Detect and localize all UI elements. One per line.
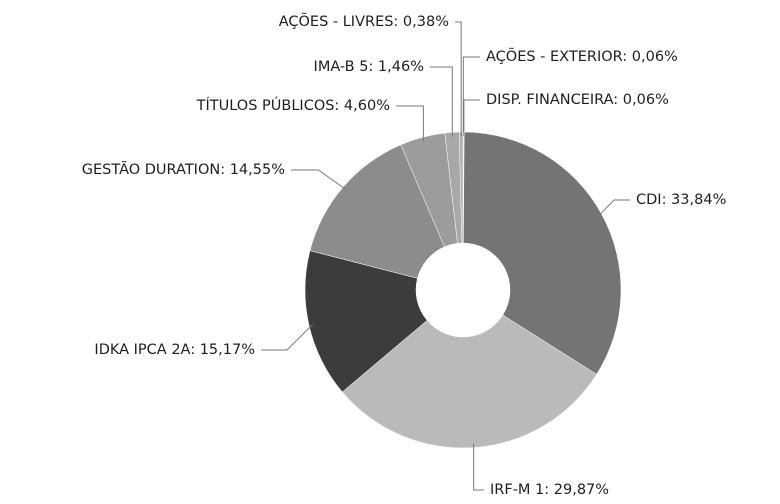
donut-slice <box>309 144 445 279</box>
leader-line <box>291 169 347 191</box>
donut-slice <box>341 314 597 449</box>
leader-line <box>261 323 314 351</box>
donut-slice <box>463 131 622 375</box>
data-label: TÍTULOS PÚBLICOS: 4,60% <box>196 96 390 114</box>
leader-line <box>597 199 630 217</box>
leader-line <box>462 56 480 137</box>
leader-line <box>473 443 484 491</box>
leader-line <box>430 66 453 137</box>
data-label: IMA-B 5: 1,46% <box>314 59 424 75</box>
data-label: AÇÕES - EXTERIOR: 0,06% <box>486 48 678 65</box>
data-label: IRF-M 1: 29,87% <box>490 482 609 498</box>
leader-line <box>455 21 462 137</box>
donut-slice <box>304 250 428 393</box>
leader-line <box>396 105 424 142</box>
leader-line <box>463 99 480 137</box>
data-label: AÇÕES - LIVRES: 0,38% <box>279 13 449 30</box>
data-label: GESTÃO DURATION: 14,55% <box>82 161 285 178</box>
donut-slice <box>458 131 464 244</box>
data-label: CDI: 33,84% <box>636 192 726 208</box>
data-label: DISP. FINANCEIRA: 0,06% <box>486 92 669 108</box>
data-label: IDKA IPCA 2A: 15,17% <box>94 342 255 358</box>
